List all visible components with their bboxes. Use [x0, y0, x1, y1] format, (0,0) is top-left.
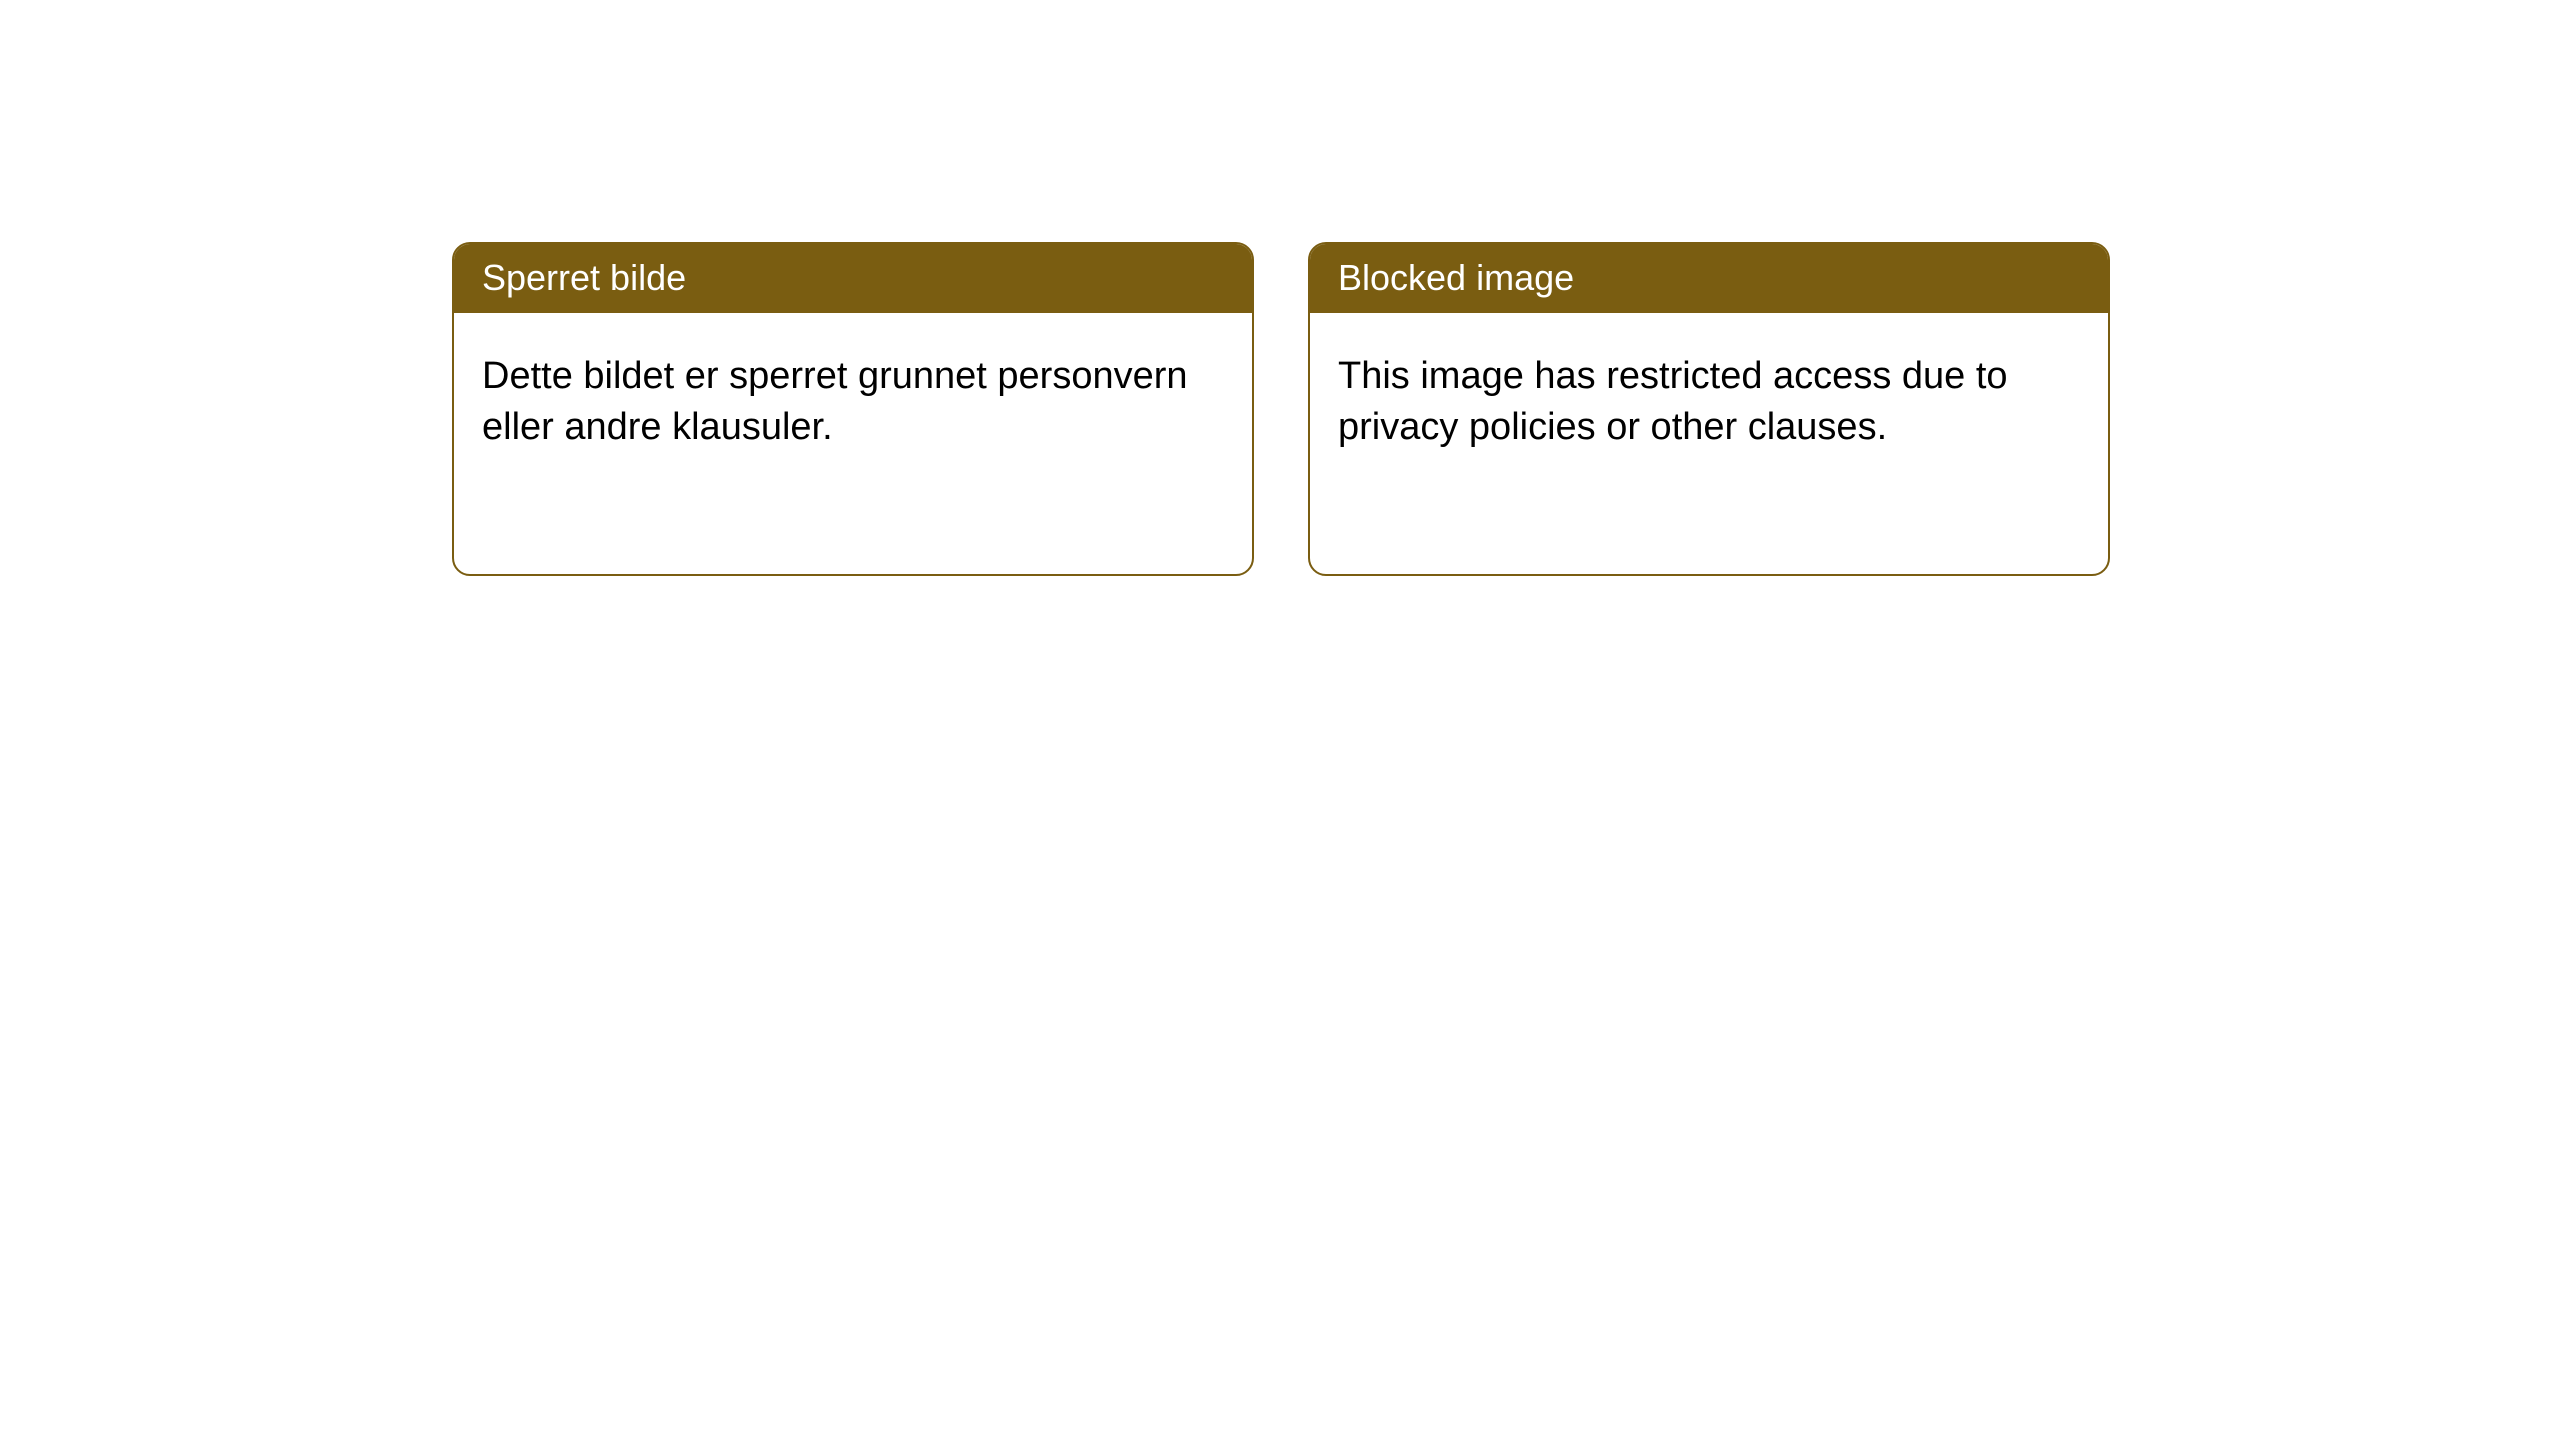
notice-container: Sperret bilde Dette bildet er sperret gr… [0, 0, 2560, 576]
blocked-image-card-en: Blocked image This image has restricted … [1308, 242, 2110, 576]
card-header-en: Blocked image [1310, 244, 2108, 313]
card-body-no: Dette bildet er sperret grunnet personve… [454, 313, 1252, 482]
card-body-en: This image has restricted access due to … [1310, 313, 2108, 482]
blocked-image-card-no: Sperret bilde Dette bildet er sperret gr… [452, 242, 1254, 576]
card-header-no: Sperret bilde [454, 244, 1252, 313]
